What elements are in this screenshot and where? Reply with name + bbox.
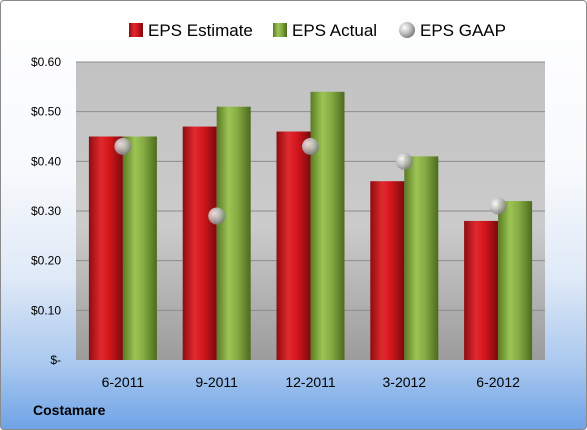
bar-eps-actual <box>404 156 439 360</box>
x-tick-label: 9-2011 <box>195 374 238 390</box>
legend-label-estimate: EPS Estimate <box>148 21 253 40</box>
legend-item-actual: EPS Actual <box>273 21 377 40</box>
bar-eps-actual <box>122 136 157 360</box>
y-tick-label: $- <box>50 353 61 367</box>
legend-item-estimate: EPS Estimate <box>129 21 253 40</box>
bar-eps-estimate <box>370 181 405 360</box>
y-tick-label: $0.40 <box>31 154 61 168</box>
bar-eps-estimate <box>464 220 499 360</box>
bar-eps-estimate <box>182 126 217 360</box>
legend-label-actual: EPS Actual <box>292 21 377 40</box>
marker-eps-gaap <box>114 137 132 155</box>
legend-swatch-actual <box>273 23 287 37</box>
x-tick-label: 3-2012 <box>383 374 427 390</box>
x-tick-label: 12-2011 <box>285 374 336 390</box>
x-tick-label: 6-2012 <box>476 374 520 390</box>
bar-eps-estimate <box>276 131 311 360</box>
legend-item-gaap: EPS GAAP <box>399 21 506 40</box>
x-tick-label: 6-2011 <box>102 374 145 390</box>
bar-eps-actual <box>498 201 533 360</box>
company-name: Costamare <box>33 402 106 418</box>
legend-swatch-gaap <box>399 22 415 38</box>
bars <box>88 91 533 361</box>
bar-eps-actual <box>216 106 251 360</box>
bar-eps-estimate <box>88 136 123 360</box>
bar-eps-actual <box>310 91 345 361</box>
marker-eps-gaap <box>208 207 226 225</box>
marker-eps-gaap <box>302 137 319 155</box>
legend: EPS Estimate EPS Actual EPS GAAP <box>129 21 506 40</box>
gaap-markers <box>114 137 507 225</box>
x-axis-categories: 6-2011 9-2011 12-2011 3-2012 6-2012 <box>102 374 520 390</box>
y-tick-label: $0.60 <box>31 55 61 69</box>
y-tick-label: $0.30 <box>31 204 61 218</box>
legend-label-gaap: EPS GAAP <box>420 21 506 40</box>
y-tick-label: $0.10 <box>31 303 61 317</box>
marker-eps-gaap <box>489 197 507 215</box>
y-tick-label: $0.50 <box>31 105 61 119</box>
marker-eps-gaap <box>395 152 413 170</box>
legend-swatch-estimate <box>129 23 143 37</box>
y-axis-ticks: $- $0.10 $0.20 $0.30 $0.40 $0.50 $0.60 <box>31 55 61 367</box>
y-tick-label: $0.20 <box>31 254 61 268</box>
